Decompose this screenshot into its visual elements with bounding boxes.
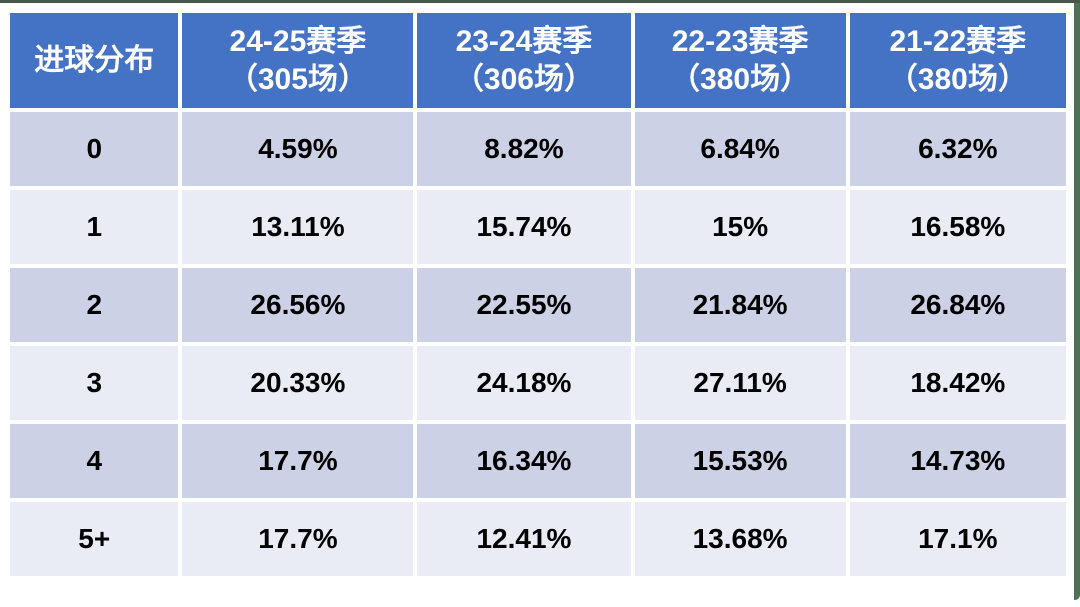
season-matches: （305场） bbox=[227, 62, 368, 96]
cell-value: 14.73% bbox=[849, 424, 1066, 498]
row-label: 5+ bbox=[10, 502, 179, 576]
row-label: 3 bbox=[10, 346, 179, 420]
season-name: 23-24赛季 bbox=[455, 25, 593, 58]
cell-value: 27.11% bbox=[634, 346, 846, 420]
table-row-goals-2: 2 26.56% 22.55% 21.84% 26.84% bbox=[10, 268, 1066, 342]
table-row-goals-5plus: 5+ 17.7% 12.41% 13.68% 17.1% bbox=[10, 502, 1066, 576]
header-season-22-23: 22-23赛季 （380场） bbox=[634, 13, 846, 108]
header-season-24-25: 24-25赛季 （305场） bbox=[182, 13, 414, 108]
cell-value: 16.34% bbox=[417, 424, 631, 498]
season-matches: （380场） bbox=[670, 62, 811, 96]
cell-value: 15% bbox=[634, 190, 846, 264]
cell-value: 26.56% bbox=[182, 268, 414, 342]
header-corner-label: 进球分布 bbox=[10, 13, 179, 108]
table-row-goals-3: 3 20.33% 24.18% 27.11% 18.42% bbox=[10, 346, 1066, 420]
row-label: 0 bbox=[10, 112, 179, 186]
cell-value: 8.82% bbox=[417, 112, 631, 186]
cell-value: 15.53% bbox=[634, 424, 846, 498]
goal-distribution-table: 进球分布 24-25赛季 （305场） 23-24赛季 （306场） 22-23… bbox=[6, 9, 1070, 580]
cell-value: 17.7% bbox=[182, 424, 414, 498]
cell-value: 13.68% bbox=[634, 502, 846, 576]
cell-value: 17.1% bbox=[849, 502, 1066, 576]
top-edge-line bbox=[0, 0, 1080, 3]
row-label: 1 bbox=[10, 190, 179, 264]
table-row-goals-1: 1 13.11% 15.74% 15% 16.58% bbox=[10, 190, 1066, 264]
cell-value: 15.74% bbox=[417, 190, 631, 264]
cell-value: 4.59% bbox=[182, 112, 414, 186]
row-label: 2 bbox=[10, 268, 179, 342]
cell-value: 26.84% bbox=[849, 268, 1066, 342]
cell-value: 13.11% bbox=[182, 190, 414, 264]
row-label: 4 bbox=[10, 424, 179, 498]
cell-value: 22.55% bbox=[417, 268, 631, 342]
season-name: 22-23赛季 bbox=[671, 25, 809, 58]
cell-value: 6.84% bbox=[634, 112, 846, 186]
cell-value: 6.32% bbox=[849, 112, 1066, 186]
header-season-21-22: 21-22赛季 （380场） bbox=[849, 13, 1066, 108]
cell-value: 21.84% bbox=[634, 268, 846, 342]
season-name: 21-22赛季 bbox=[889, 25, 1027, 58]
season-matches: （306场） bbox=[453, 62, 594, 96]
cell-value: 12.41% bbox=[417, 502, 631, 576]
table-row-goals-4: 4 17.7% 16.34% 15.53% 14.73% bbox=[10, 424, 1066, 498]
season-name: 24-25赛季 bbox=[229, 25, 367, 58]
table-row-goals-0: 0 4.59% 8.82% 6.84% 6.32% bbox=[10, 112, 1066, 186]
cell-value: 20.33% bbox=[182, 346, 414, 420]
header-row: 进球分布 24-25赛季 （305场） 23-24赛季 （306场） 22-23… bbox=[10, 13, 1066, 108]
cell-value: 17.7% bbox=[182, 502, 414, 576]
cell-value: 18.42% bbox=[849, 346, 1066, 420]
right-edge-strip bbox=[1074, 3, 1080, 600]
cell-value: 24.18% bbox=[417, 346, 631, 420]
cell-value: 16.58% bbox=[849, 190, 1066, 264]
season-matches: （380场） bbox=[887, 62, 1028, 96]
header-season-23-24: 23-24赛季 （306场） bbox=[417, 13, 631, 108]
